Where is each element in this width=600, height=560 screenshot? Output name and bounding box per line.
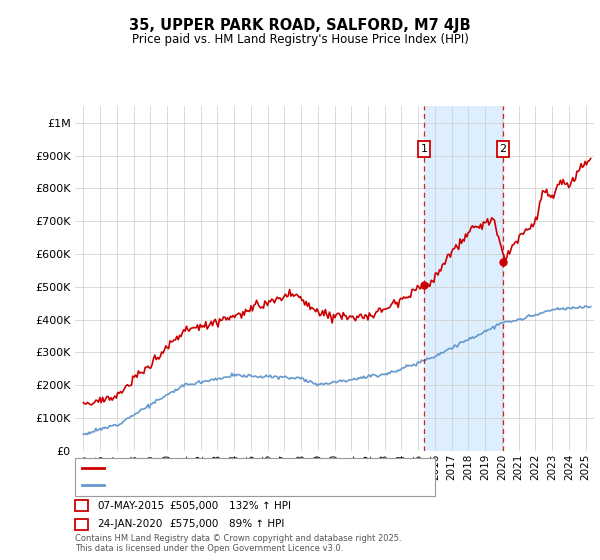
Text: 35, UPPER PARK ROAD, SALFORD, M7 4JB: 35, UPPER PARK ROAD, SALFORD, M7 4JB — [129, 18, 471, 32]
Text: 2: 2 — [78, 519, 85, 529]
Text: 24-JAN-2020: 24-JAN-2020 — [97, 519, 163, 529]
Bar — [424, 106, 503, 451]
Text: £505,000: £505,000 — [169, 501, 218, 511]
Text: 1: 1 — [78, 501, 85, 511]
Text: 35, UPPER PARK ROAD, SALFORD, M7 4JB (detached house): 35, UPPER PARK ROAD, SALFORD, M7 4JB (de… — [109, 463, 418, 473]
Text: 2: 2 — [500, 144, 506, 154]
Text: Price paid vs. HM Land Registry's House Price Index (HPI): Price paid vs. HM Land Registry's House … — [131, 32, 469, 46]
Text: Contains HM Land Registry data © Crown copyright and database right 2025.
This d: Contains HM Land Registry data © Crown c… — [75, 534, 401, 553]
Text: £575,000: £575,000 — [169, 519, 218, 529]
Text: HPI: Average price, detached house, Salford: HPI: Average price, detached house, Salf… — [109, 480, 338, 490]
Text: 89% ↑ HPI: 89% ↑ HPI — [229, 519, 284, 529]
Text: 1: 1 — [421, 144, 428, 154]
Text: 132% ↑ HPI: 132% ↑ HPI — [229, 501, 291, 511]
Text: 07-MAY-2015: 07-MAY-2015 — [97, 501, 164, 511]
